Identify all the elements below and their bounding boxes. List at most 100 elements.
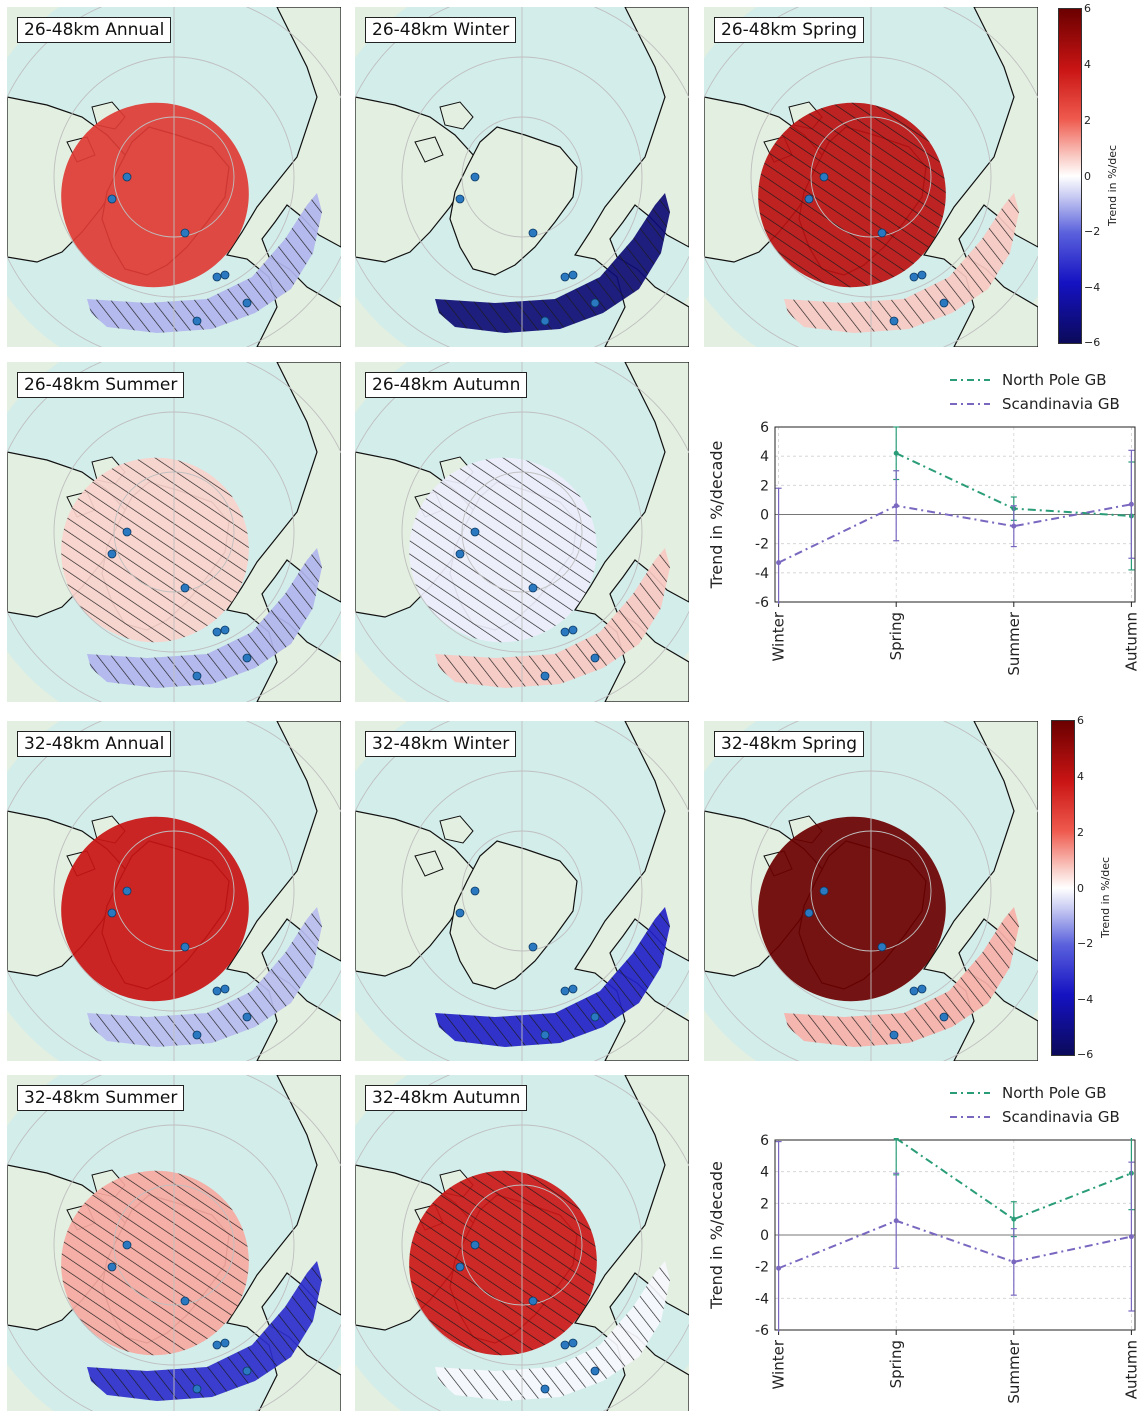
station-marker [242, 1012, 252, 1022]
colorbar-tick: 6 [1084, 2, 1091, 15]
x-tick-label: Winter [770, 1339, 788, 1389]
station-marker [528, 583, 538, 593]
station-marker [455, 908, 465, 918]
station-marker [917, 270, 927, 280]
station-marker [889, 1030, 899, 1040]
station-marker [528, 1296, 538, 1306]
data-point [776, 1265, 782, 1271]
station-marker [540, 1384, 550, 1394]
polar-map [7, 1075, 341, 1411]
y-tick-label: 6 [760, 420, 769, 436]
map-title: 26-48km Spring [714, 17, 865, 43]
colorbar-label: Trend in %/dec [1099, 856, 1112, 938]
north-pole-hatch [409, 457, 597, 643]
map-panel-6: 32-48km Annual [7, 721, 341, 1061]
map-panel-3: 26-48km Spring [704, 7, 1038, 347]
station-marker [192, 1030, 202, 1040]
station-marker [470, 527, 480, 537]
y-tick-label: -2 [755, 1260, 769, 1276]
polar-map [7, 7, 341, 347]
data-point [1011, 1216, 1017, 1222]
y-tick-label: -6 [755, 595, 769, 611]
station-marker [122, 527, 132, 537]
polar-map [355, 362, 689, 702]
station-marker [212, 272, 222, 282]
station-marker [220, 270, 230, 280]
eurasia-land [574, 721, 689, 1061]
y-tick-label: 0 [760, 508, 769, 524]
colorbar-tick: −6 [1077, 1048, 1094, 1061]
scandinavia-hatch [784, 193, 1019, 333]
scandinavia-hatch [435, 907, 670, 1047]
colorbar-tick: −4 [1084, 281, 1101, 294]
eurasia-land [226, 7, 341, 347]
eurasia-land [923, 7, 1038, 347]
station-marker [180, 942, 190, 952]
eurasia-land [226, 1075, 341, 1411]
polar-map [7, 721, 341, 1061]
data-point [893, 503, 899, 509]
station-marker [909, 272, 919, 282]
station-marker [560, 272, 570, 282]
colorbar-gradient [1058, 8, 1082, 344]
line-plot-top: North Pole GB Scandinavia GB -6 -4 -2 0 2 4 6 Tre… [700, 362, 1143, 702]
north-pole-hatch [409, 1170, 597, 1356]
station-marker [220, 984, 230, 994]
station-marker [212, 1340, 222, 1350]
greenland-land [449, 126, 578, 276]
line-plot-svg: North Pole GB Scandinavia GB -6 -4 -2 0 2 4 6 Tre… [707, 371, 1140, 676]
data-point [893, 450, 899, 456]
y-tick-label: -2 [755, 537, 769, 553]
data-point [776, 560, 782, 566]
station-marker [192, 316, 202, 326]
north-pole-region [758, 816, 946, 1002]
eurasia-land [226, 721, 341, 1061]
map-panel-7: 32-48km Winter [355, 721, 689, 1061]
station-marker [192, 671, 202, 681]
polar-map [355, 7, 689, 347]
archipelago-land [414, 815, 474, 877]
archipelago-land [414, 101, 474, 163]
polar-map [704, 721, 1038, 1061]
eurasia-land [923, 721, 1038, 1061]
legend-label: North Pole GB [1002, 1084, 1107, 1102]
colorbar-tick: 4 [1077, 770, 1084, 783]
eurasia-land [574, 362, 689, 702]
north-pole-hatch [61, 1170, 249, 1356]
station-marker [122, 1240, 132, 1250]
polar-map [7, 362, 341, 702]
station-marker [590, 653, 600, 663]
station-marker [877, 942, 887, 952]
scandinavia-hatch [87, 548, 322, 688]
station-marker [470, 886, 480, 896]
colorbar-tick: −4 [1077, 993, 1094, 1006]
greenland-land [449, 840, 578, 990]
data-point [893, 1218, 899, 1224]
y-tick-label: -4 [755, 1291, 769, 1307]
y-tick-label: 2 [760, 1196, 769, 1212]
map-panel-5: 26-48km Autumn [355, 362, 689, 702]
station-marker [804, 908, 814, 918]
legend-label: Scandinavia GB [1002, 1108, 1120, 1126]
station-marker [107, 194, 117, 204]
station-marker [917, 984, 927, 994]
series-line [778, 503, 1132, 564]
polar-map [355, 721, 689, 1061]
y-tick-label: 6 [760, 1133, 769, 1149]
colorbar-top: 6 4 2 0 −2 −4 −6 Trend in %/dec [1056, 2, 1144, 349]
station-marker [528, 942, 538, 952]
colorbar-tick: 2 [1077, 826, 1084, 839]
x-tick-label: Summer [1005, 1339, 1023, 1403]
plot-frame [774, 1139, 1136, 1331]
x-tick-label: Autumn [1122, 1340, 1140, 1399]
station-marker [192, 1384, 202, 1394]
x-tick-label: Winter [770, 611, 788, 661]
station-marker [107, 1262, 117, 1272]
map-panel-4: 26-48km Summer [7, 362, 341, 702]
colorbar-tick: 4 [1084, 58, 1091, 71]
series-line [778, 1219, 1132, 1270]
north-pole-hatch [61, 457, 249, 643]
map-panel-1: 26-48km Annual [7, 7, 341, 347]
colorbar-tick: 0 [1077, 882, 1084, 895]
station-marker [470, 1240, 480, 1250]
